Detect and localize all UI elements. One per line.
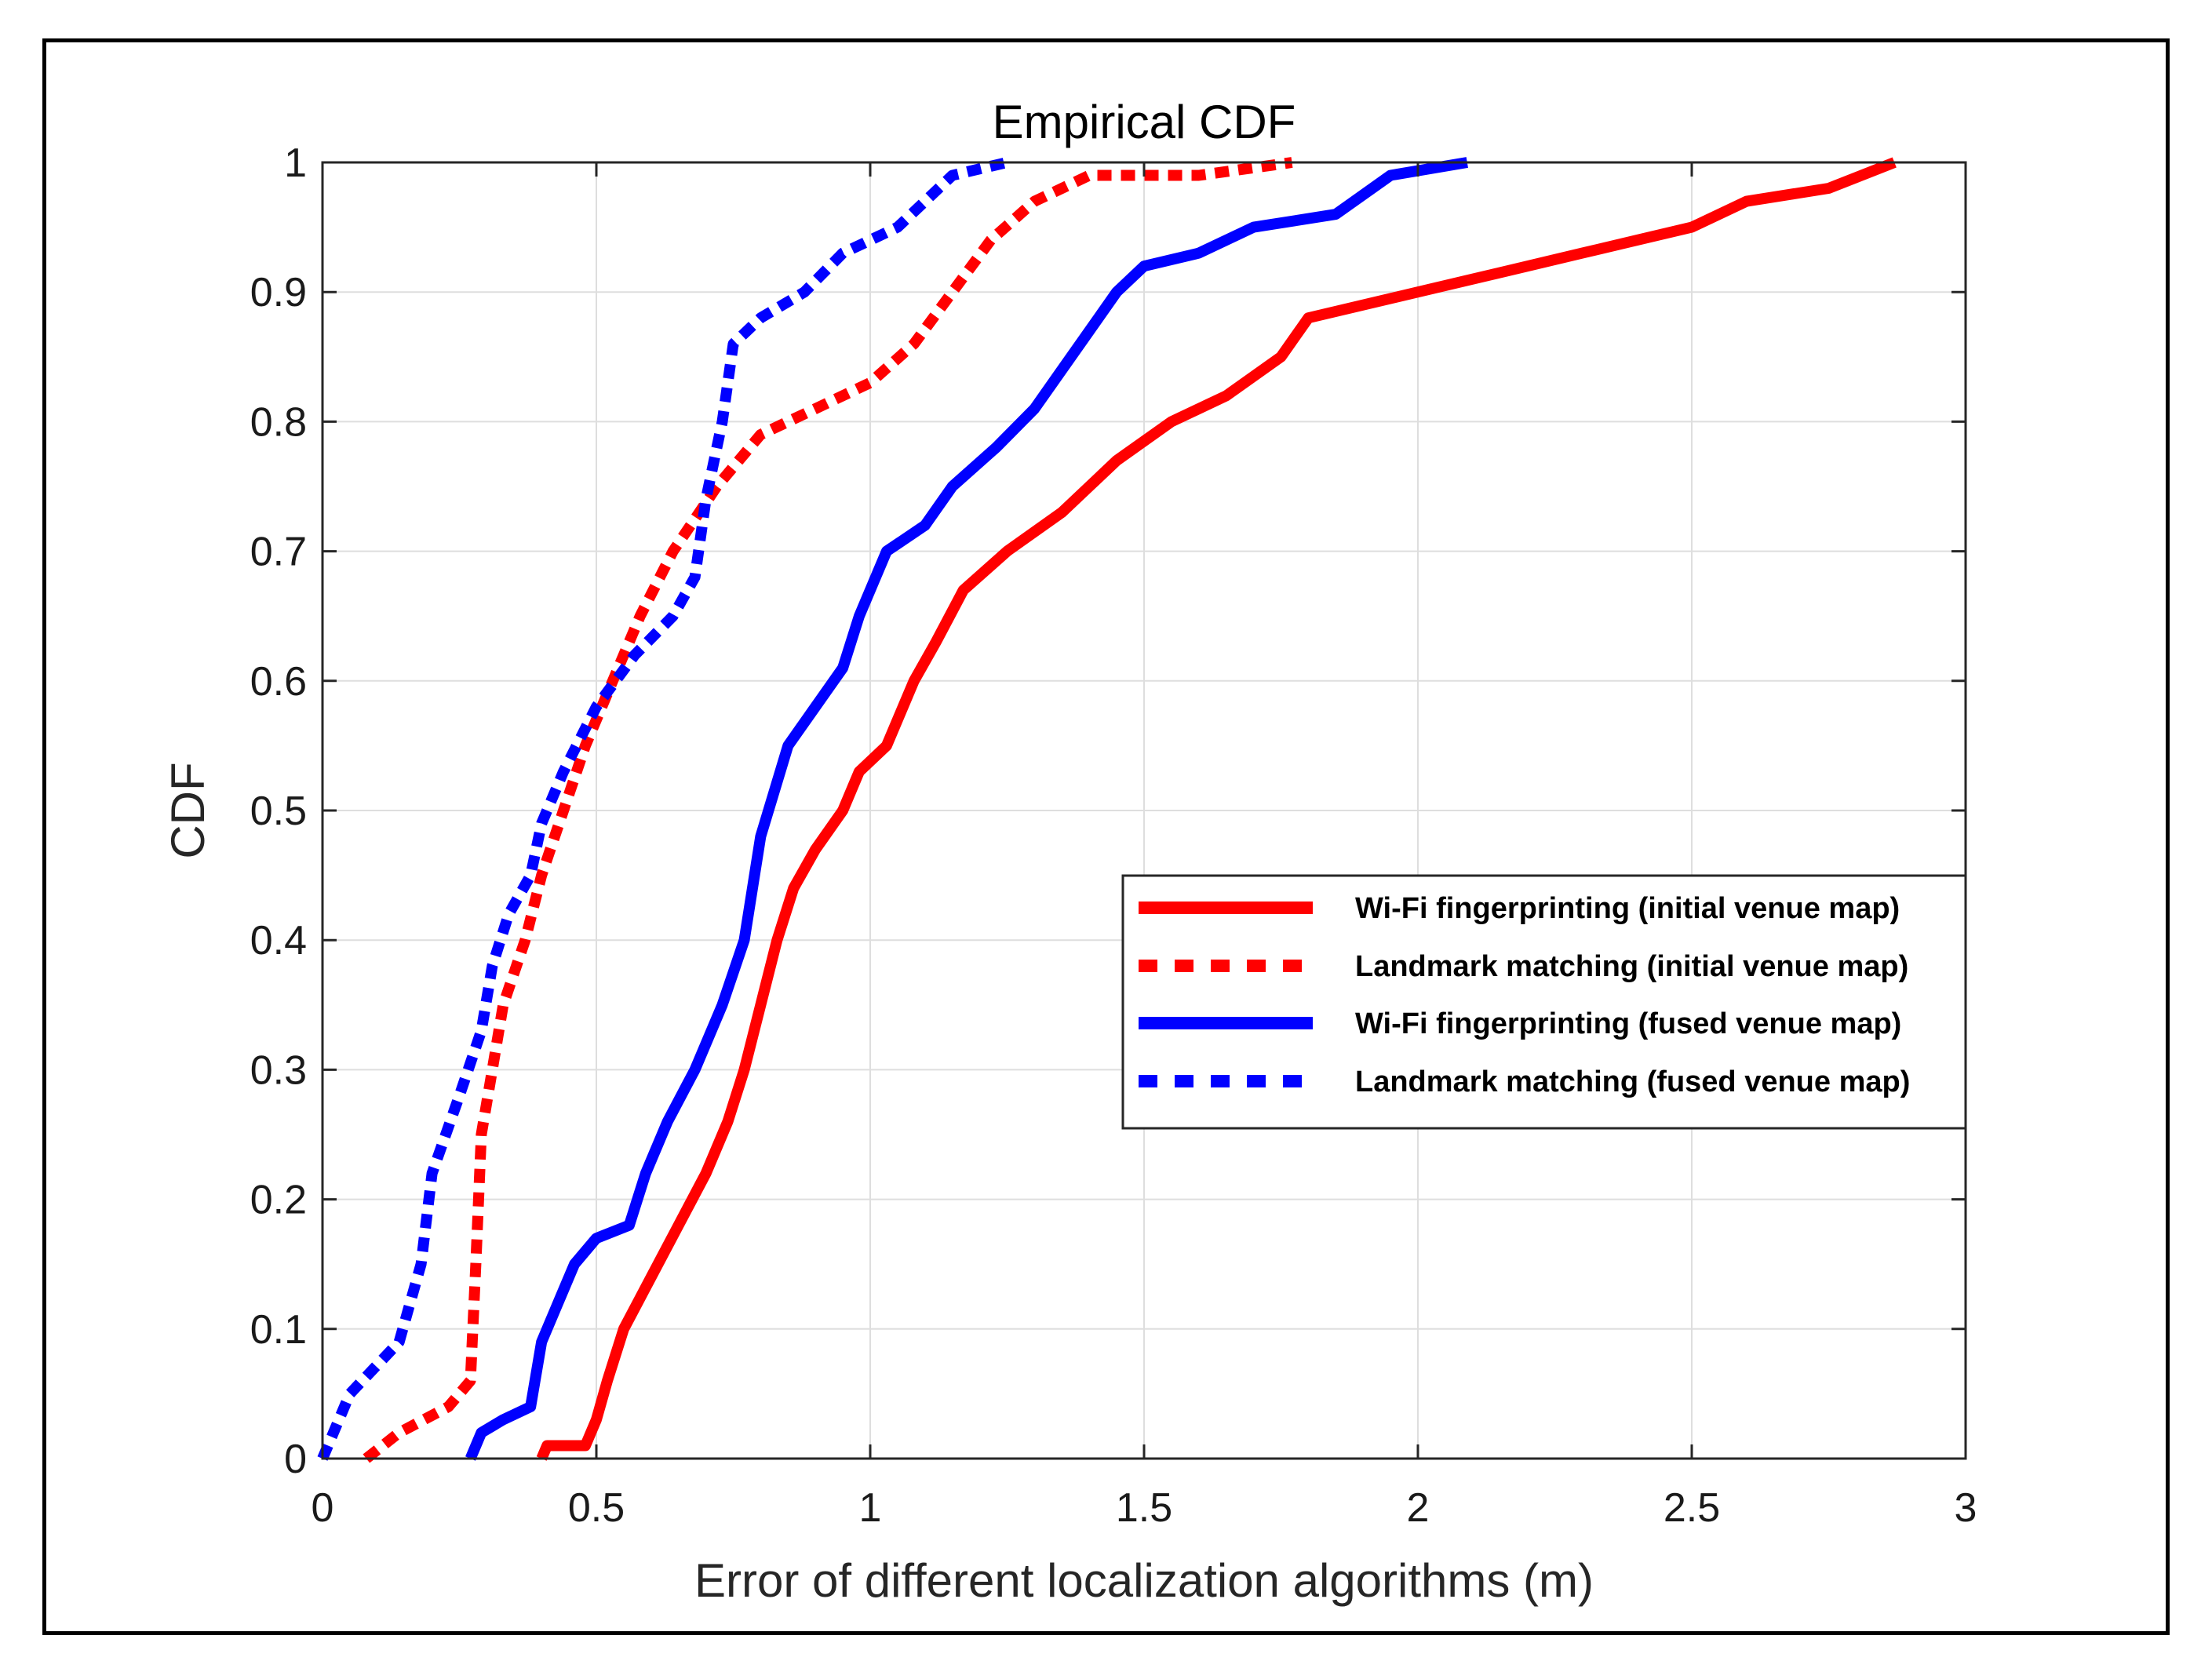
legend-label-4: Landmark matching (fused venue map) [1355,1065,1910,1098]
y-tick-label: 1 [284,140,307,186]
y-tick-label: 0.3 [250,1047,307,1093]
legend-label-2: Landmark matching (initial venue map) [1355,950,1908,983]
y-tick-label: 0.4 [250,918,307,963]
series-line-3 [465,157,1468,1461]
chart-title: Empirical CDF [993,96,1296,148]
y-tick-label: 0.9 [250,270,307,315]
x-tick-label: 0.5 [568,1485,625,1531]
x-tick-label: 3 [1955,1485,1977,1531]
y-tick-label: 0 [284,1437,307,1482]
x-tick-label: 2.5 [1664,1485,1720,1531]
x-tick-label: 1.5 [1116,1485,1172,1531]
y-axis-label: CDF [162,762,214,858]
grid [323,162,1966,1459]
chart: 0 0.5 1 1.5 2 2.5 3 0 0.1 0.2 0.3 0.4 0.5 0.6 0.7 0.8 0.… [162,96,1977,1607]
ticks: 0 0.5 1 1.5 2 2.5 3 0 0.1 0.2 0.3 0.4 0.5 0.6 0.7 0.8 0.… [250,140,1977,1531]
y-tick-label: 0.5 [250,789,307,834]
legend-label-3: Wi-Fi fingerprinting (fused venue map) [1355,1007,1901,1040]
y-tick-label: 0.6 [250,659,307,705]
x-tick-label: 1 [859,1485,882,1531]
y-tick-label: 0.1 [250,1307,307,1353]
series-layer [317,157,1897,1463]
x-tick-label: 2 [1407,1485,1430,1531]
y-tick-label: 0.8 [250,399,307,445]
series-line-4 [317,157,1009,1461]
y-tick-label: 0.2 [250,1178,307,1223]
figure-frame: 0 0.5 1 1.5 2 2.5 3 0 0.1 0.2 0.3 0.4 0.5 0.6 0.7 0.8 0.… [42,38,2170,1635]
series-line-1 [536,157,1897,1461]
series-line-2 [363,157,1293,1463]
x-tick-label: 0 [312,1485,334,1531]
legend-label-1: Wi-Fi fingerprinting (initial venue map) [1355,892,1900,925]
x-axis-label: Error of different localization algorith… [694,1554,1594,1607]
legend: Wi-Fi fingerprinting (initial venue map)… [1121,874,1967,1130]
y-tick-label: 0.7 [250,530,307,575]
